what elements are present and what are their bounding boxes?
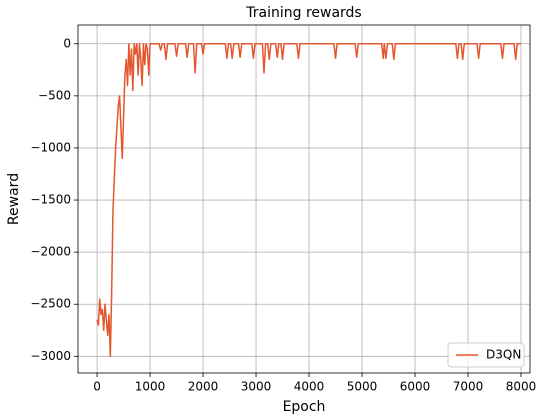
y-tick-label: −2500 xyxy=(30,297,71,311)
x-tick-label: 1000 xyxy=(135,380,166,394)
plot-frame xyxy=(77,24,531,374)
chart-title: Training rewards xyxy=(245,5,361,21)
y-axis-label: Reward xyxy=(6,173,22,225)
x-tick-label: 5000 xyxy=(347,380,378,394)
y-tick-label: −2000 xyxy=(30,245,71,259)
x-tick-label: 4000 xyxy=(294,380,325,394)
y-tick-label: −1000 xyxy=(30,140,71,154)
x-tick-label: 3000 xyxy=(241,380,272,394)
y-tick-label: −1500 xyxy=(30,193,71,207)
x-tick-label: 2000 xyxy=(188,380,219,394)
data-line xyxy=(96,43,521,358)
y-tick-label: 0 xyxy=(63,36,71,50)
x-tick-label: 7000 xyxy=(453,380,484,394)
x-tick-label: 0 xyxy=(93,380,101,394)
y-tick-label: −500 xyxy=(38,88,71,102)
x-tick-label: 6000 xyxy=(400,380,431,394)
y-tick-label: −3000 xyxy=(30,349,71,363)
x-tick-label: 8000 xyxy=(506,380,537,394)
x-axis-label: Epoch xyxy=(283,399,326,415)
legend-box xyxy=(447,342,525,368)
legend-label: D3QN xyxy=(486,348,521,362)
